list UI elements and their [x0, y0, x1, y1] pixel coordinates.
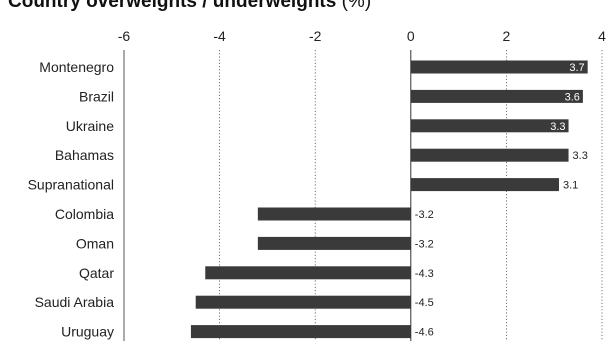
data-label: -3.2 [415, 209, 434, 221]
category-label: Bahamas [55, 147, 114, 163]
category-label: Montenegro [39, 59, 114, 75]
bar [205, 266, 411, 280]
bar [190, 325, 411, 339]
data-label: 3.6 [565, 91, 580, 103]
bar [410, 178, 559, 192]
category-label: Brazil [79, 88, 114, 104]
x-tick-label: 2 [503, 28, 511, 44]
bar [257, 207, 411, 221]
x-axis-ticks: -6 -4 -2 0 2 4 [118, 28, 606, 44]
x-tick-label: 4 [598, 28, 606, 44]
bar [410, 60, 588, 74]
x-tick-label: -2 [309, 28, 322, 44]
data-labels: 3.7 3.6 3.3 3.3 3.1 -3.2 -3.2 -4.3 -4.5 -4.6 [415, 62, 588, 339]
bar [257, 236, 411, 250]
bar [410, 119, 569, 133]
data-label: 3.3 [550, 121, 565, 133]
category-label: Oman [76, 235, 114, 251]
data-label: -4.6 [415, 327, 434, 339]
category-labels: Montenegro Brazil Ukraine Bahamas Supranatio… [28, 59, 115, 340]
category-label: Ukraine [66, 118, 114, 134]
category-label: Uruguay [61, 324, 114, 340]
bar [410, 89, 583, 103]
data-label: -3.2 [415, 238, 434, 250]
category-label: Saudi Arabia [35, 294, 115, 310]
bar [410, 148, 569, 162]
data-label: -4.3 [415, 268, 434, 280]
x-tick-label: -6 [118, 28, 131, 44]
bar [195, 295, 411, 309]
data-label: 3.1 [563, 180, 578, 192]
chart-title: Country overweights / underweights (%) [8, 0, 371, 12]
category-label: Qatar [79, 265, 114, 281]
x-tick-label: -4 [213, 28, 226, 44]
category-label: Colombia [55, 206, 114, 222]
data-label: 3.7 [569, 62, 584, 74]
category-label: Supranational [28, 177, 114, 193]
data-label: -4.5 [415, 297, 434, 309]
x-tick-label: 0 [407, 28, 415, 44]
data-label: 3.3 [573, 150, 588, 162]
bars [190, 60, 588, 339]
